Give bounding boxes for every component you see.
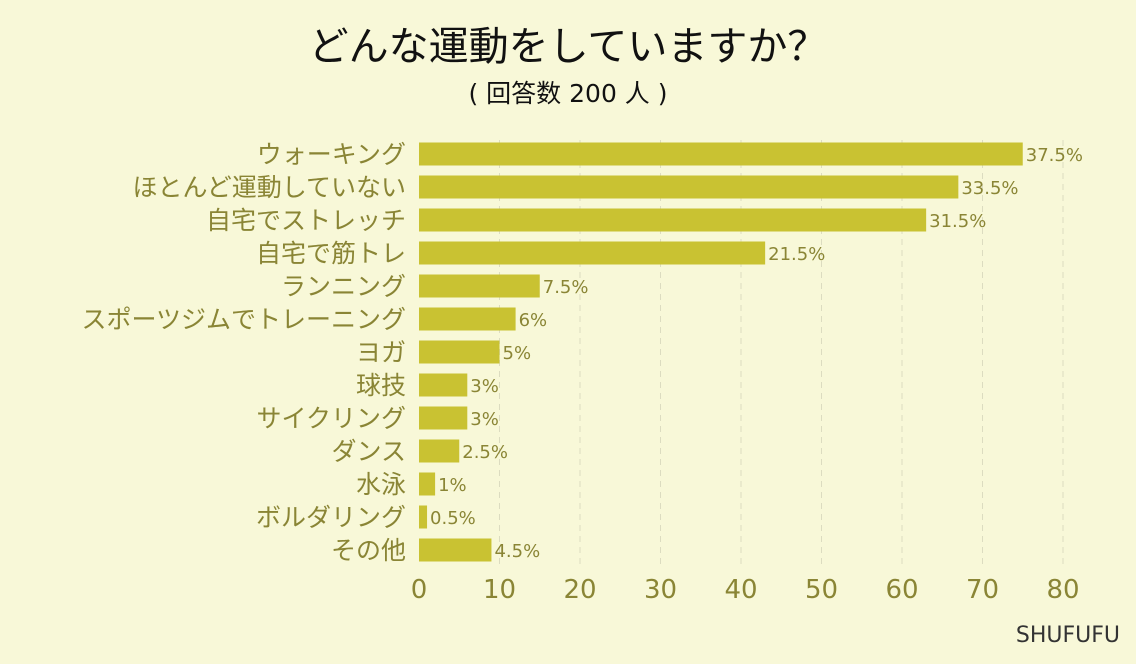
category-label: サイクリング	[256, 404, 406, 433]
value-label: 6%	[519, 310, 548, 331]
x-tick-label: 30	[644, 575, 677, 605]
category-label: ヨガ	[356, 338, 406, 367]
category-label: 水泳	[356, 470, 406, 499]
x-tick-label: 70	[966, 575, 999, 605]
value-label: 3%	[470, 376, 499, 397]
bar	[419, 208, 927, 232]
value-label: 4.5%	[494, 541, 540, 562]
bar	[419, 307, 516, 331]
x-tick-label: 20	[563, 575, 596, 605]
bar	[419, 142, 1023, 166]
x-axis-ticks: 0 10 20 30 40 50 60 70 80	[411, 575, 1080, 605]
bar	[419, 175, 959, 199]
category-labels: ウォーキングほとんど運動していない自宅でストレッチ自宅で筋トレランニングスポーツ…	[81, 140, 406, 565]
bar	[419, 472, 436, 496]
brand-logo: SHUFUFU	[1016, 623, 1120, 648]
value-label: 21.5%	[768, 244, 825, 265]
grid-lines	[499, 140, 1064, 568]
chart-subtitle: ( 回答数 200 人 )	[468, 79, 667, 108]
bar	[419, 538, 492, 562]
bar	[419, 340, 500, 364]
x-tick-label: 60	[885, 575, 918, 605]
category-label: 自宅で筋トレ	[256, 239, 406, 268]
bar	[419, 373, 468, 397]
category-label: ウォーキング	[257, 140, 406, 169]
x-tick-label: 80	[1046, 575, 1079, 605]
x-tick-label: 40	[724, 575, 757, 605]
value-label: 7.5%	[543, 277, 589, 298]
category-label: スポーツジムでトレーニング	[81, 305, 406, 334]
category-label: ランニング	[281, 272, 406, 301]
value-labels: 37.5%33.5%31.5%21.5%7.5%6%5%3%3%2.5%1%0.…	[430, 145, 1083, 562]
bar	[419, 274, 540, 298]
category-label: ダンス	[331, 437, 406, 466]
category-label: 球技	[356, 371, 406, 400]
category-label: その他	[331, 536, 406, 565]
bar	[419, 505, 428, 529]
chart-title: どんな運動をしていますか？	[309, 24, 828, 70]
bar	[419, 406, 468, 430]
value-label: 0.5%	[430, 508, 476, 529]
x-tick-label: 0	[411, 575, 428, 605]
category-label: 自宅でストレッチ	[206, 206, 406, 235]
x-tick-label: 10	[483, 575, 516, 605]
bar	[419, 439, 460, 463]
value-label: 5%	[503, 343, 532, 364]
value-label: 3%	[470, 409, 499, 430]
category-label: ほとんど運動していない	[132, 173, 406, 202]
category-label: ボルダリング	[256, 503, 406, 532]
value-label: 2.5%	[462, 442, 508, 463]
value-label: 37.5%	[1026, 145, 1083, 166]
bars-group	[419, 142, 1023, 562]
value-label: 31.5%	[929, 211, 986, 232]
x-tick-label: 50	[805, 575, 838, 605]
bar	[419, 241, 766, 265]
value-label: 33.5%	[961, 178, 1018, 199]
value-label: 1%	[438, 475, 467, 496]
